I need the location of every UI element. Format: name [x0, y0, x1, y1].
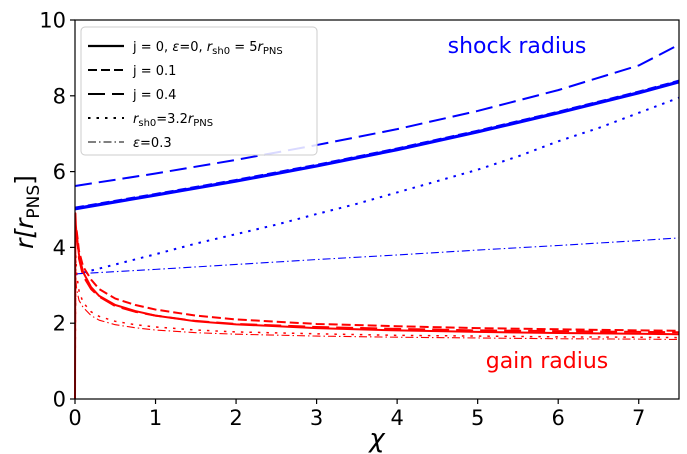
legend-label: rsh0=3.2rPNS — [133, 112, 213, 129]
y-tick-label: 2 — [53, 312, 66, 336]
tick-layer: 0 1 2 3 4 5 6 7 0 2 4 6 8 10 — [39, 9, 645, 431]
y-tick-label: 0 — [53, 388, 66, 412]
y-tick-label: 8 — [53, 84, 66, 108]
annotation-gain-radius: gain radius — [486, 349, 609, 374]
plot-frame — [74, 19, 680, 400]
x-tick-label: 3 — [310, 406, 323, 430]
y-tick-label: 10 — [39, 9, 66, 33]
legend-label-part: r — [207, 40, 214, 55]
x-tick-label: 6 — [552, 406, 565, 430]
legend-label-part: ε — [133, 136, 140, 151]
legend-label-part: =3.2 — [156, 112, 188, 127]
series-gain-dash-long — [75, 232, 680, 334]
series-shock-dash-long — [74, 43, 680, 187]
x-tick-label: 4 — [390, 406, 403, 430]
legend-label-part: r — [188, 112, 195, 127]
legend-label-part: ε — [172, 40, 179, 55]
legend-label-part: j = 0, — [132, 40, 172, 55]
series-layer — [74, 43, 680, 400]
y-tick-label: 4 — [53, 236, 66, 260]
y-axis-label: r[rPNS] — [10, 175, 44, 249]
legend-label-part: PNS — [263, 46, 283, 57]
annotation-shock-radius: shock radius — [448, 34, 587, 59]
legend-label-part: sh0 — [138, 118, 156, 129]
x-tick-label: 7 — [632, 406, 645, 430]
legend-label: j = 0, ε=0, rsh0 = 5rPNS — [132, 40, 283, 57]
legend-label-part: r — [258, 40, 265, 55]
legend-label-part: j = 0.1 — [132, 64, 176, 79]
x-tick-label: 1 — [149, 406, 162, 430]
legend-label: j = 0.4 — [132, 88, 176, 103]
series-shock-dash-short — [74, 79, 680, 209]
legend-label-part: =0.3 — [140, 136, 172, 151]
x-tick-label: 5 — [471, 406, 484, 430]
legend-label-part: sh0 — [212, 46, 230, 57]
x-tick-label: 0 — [68, 406, 81, 430]
y-axis-label-main: r[r — [10, 217, 39, 249]
series-gain-dash-short — [75, 230, 680, 332]
legend-label-part: =0, — [179, 40, 206, 55]
legend-label-part: r — [133, 112, 140, 127]
legend-frame — [80, 26, 318, 156]
y-axis-label-sub: PNS — [24, 185, 44, 219]
legend-label: j = 0.1 — [132, 64, 176, 79]
y-tick-label: 6 — [53, 160, 66, 184]
series-gain-dashdot — [74, 277, 680, 400]
x-axis-label: χ — [367, 424, 386, 454]
y-axis-label-close: ] — [10, 175, 39, 185]
series-shock-dotted — [74, 96, 680, 276]
legend-label: ε=0.3 — [133, 136, 172, 151]
legend-label-part: PNS — [193, 118, 213, 129]
x-tick-label: 2 — [229, 406, 242, 430]
legend-label-part: = 5 — [230, 40, 257, 55]
series-shock-solid — [74, 80, 680, 211]
legend-label-part: j = 0.4 — [132, 88, 176, 103]
